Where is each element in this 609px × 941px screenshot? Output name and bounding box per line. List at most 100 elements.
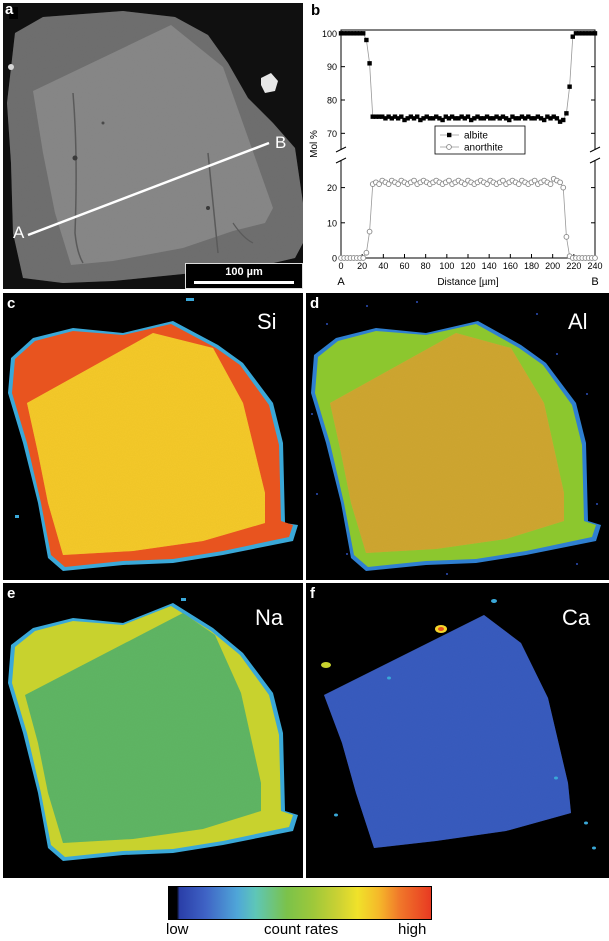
x-tick-label: 40 bbox=[378, 261, 388, 271]
data-point-albite bbox=[338, 31, 344, 36]
colorbar-mid-label: count rates bbox=[264, 921, 339, 938]
panel-d-label: d bbox=[310, 295, 320, 312]
bse-crystal-image bbox=[3, 3, 303, 289]
data-point-albite bbox=[545, 114, 550, 119]
panel-b-label: b bbox=[311, 2, 321, 19]
data-point-anorthite bbox=[411, 177, 417, 184]
data-point-albite bbox=[589, 31, 595, 36]
data-point-albite bbox=[440, 117, 445, 123]
data-point-albite bbox=[418, 117, 423, 123]
data-point-albite bbox=[516, 116, 521, 121]
data-point-albite bbox=[507, 117, 512, 123]
data-point-anorthite bbox=[395, 181, 402, 187]
ca-element-map bbox=[306, 583, 609, 878]
data-point-albite bbox=[395, 116, 401, 121]
data-point-albite bbox=[351, 31, 356, 36]
data-point-albite bbox=[472, 116, 477, 121]
y-tick-label: 70 bbox=[327, 129, 337, 139]
data-point-albite bbox=[478, 116, 483, 121]
data-point-albite bbox=[361, 31, 366, 36]
data-point-albite bbox=[510, 114, 515, 119]
panel-e-label: e bbox=[7, 585, 16, 602]
panel-e-na-map: e Na bbox=[3, 583, 303, 878]
axis-break-mark-left-bottom bbox=[335, 157, 347, 164]
colorbar-low-label: low bbox=[166, 921, 189, 938]
colorbar-high-label: high bbox=[398, 921, 427, 938]
axis-break-gap bbox=[337, 149, 599, 161]
data-point-albite bbox=[380, 114, 385, 119]
data-point-albite bbox=[354, 31, 360, 36]
data-point-anorthite bbox=[592, 255, 598, 261]
panel-c-si-map: c Si bbox=[3, 293, 303, 580]
data-point-albite bbox=[500, 114, 506, 119]
point-b-label: B bbox=[275, 133, 287, 152]
data-point-albite bbox=[456, 116, 461, 121]
data-point-albite bbox=[567, 84, 572, 89]
data-point-albite bbox=[462, 116, 468, 121]
data-point-albite bbox=[430, 116, 436, 121]
data-point-anorthite bbox=[500, 177, 506, 184]
x-tick-label: 100 bbox=[439, 261, 454, 271]
data-point-albite bbox=[386, 114, 391, 119]
panel-d-al-map: d Al bbox=[306, 293, 609, 580]
data-point-albite bbox=[376, 114, 382, 119]
data-point-albite bbox=[481, 116, 487, 121]
data-point-albite bbox=[542, 117, 547, 123]
data-point-albite bbox=[535, 114, 541, 119]
data-point-anorthite bbox=[376, 181, 382, 187]
x-tick-label: 240 bbox=[587, 261, 602, 271]
x-tick-label: 0 bbox=[338, 261, 343, 271]
data-point-albite bbox=[561, 117, 566, 123]
data-point-albite bbox=[551, 114, 556, 119]
data-point-albite bbox=[402, 117, 407, 123]
x-tick-label: 180 bbox=[524, 261, 539, 271]
data-point-albite bbox=[519, 114, 525, 119]
panel-a-bse-image: a B A 100 µm bbox=[3, 3, 303, 289]
axis-break-mark-right-bottom bbox=[589, 157, 601, 164]
data-point-anorthite bbox=[446, 177, 452, 184]
data-point-albite bbox=[434, 114, 439, 119]
data-point-albite bbox=[424, 114, 429, 119]
data-point-anorthite bbox=[560, 184, 567, 191]
legend-marker-albite bbox=[447, 132, 452, 138]
x-tick-label: 60 bbox=[399, 261, 409, 271]
x-tick-label: 160 bbox=[503, 261, 518, 271]
data-point-anorthite bbox=[360, 255, 367, 261]
data-point-albite bbox=[557, 119, 563, 124]
data-point-albite bbox=[488, 116, 493, 121]
data-point-albite bbox=[532, 116, 537, 121]
data-point-albite bbox=[586, 31, 591, 36]
data-point-anorthite bbox=[484, 181, 490, 187]
legend-label-anorthite: anorthite bbox=[464, 143, 503, 154]
x-tick-label: 140 bbox=[482, 261, 497, 271]
na-element-map bbox=[3, 583, 303, 878]
data-point-albite bbox=[415, 114, 420, 119]
al-element-map bbox=[306, 293, 609, 580]
data-point-albite bbox=[529, 116, 534, 121]
data-point-albite bbox=[573, 31, 579, 36]
data-point-albite bbox=[383, 116, 388, 121]
data-point-anorthite bbox=[563, 234, 570, 240]
data-point-albite bbox=[449, 114, 455, 119]
scalebar-box: 100 µm bbox=[185, 263, 303, 289]
x-tick-label: 20 bbox=[357, 261, 367, 271]
axis-break-mark-right-top bbox=[589, 146, 601, 153]
data-point-albite bbox=[446, 116, 452, 121]
data-point-albite bbox=[570, 34, 575, 39]
data-point-anorthite bbox=[515, 181, 522, 187]
data-point-albite bbox=[494, 114, 499, 119]
panel-a-label: a bbox=[5, 3, 14, 18]
data-point-albite bbox=[497, 116, 502, 121]
y-tick-label: 10 bbox=[327, 218, 337, 228]
composition-profile-chart: 0 10 20 70 80 90 100 0 20 40 60 80 100 120 140 160 180 20… bbox=[309, 29, 603, 288]
legend-marker-anorthite bbox=[446, 144, 452, 150]
series-line-albite bbox=[341, 32, 595, 123]
element-label-al: Al bbox=[568, 309, 588, 334]
data-point-albite bbox=[592, 31, 598, 36]
element-label-ca: Ca bbox=[562, 605, 591, 630]
element-label-na: Na bbox=[255, 605, 284, 630]
data-point-albite bbox=[468, 117, 474, 123]
data-point-albite bbox=[370, 114, 375, 119]
data-point-albite bbox=[548, 116, 553, 121]
si-element-map bbox=[3, 293, 303, 580]
